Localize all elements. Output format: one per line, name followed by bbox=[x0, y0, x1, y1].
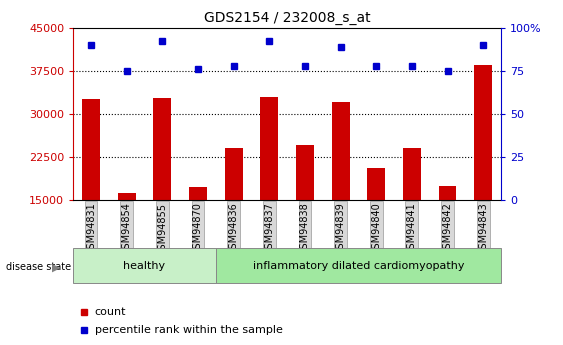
Text: count: count bbox=[95, 307, 126, 317]
Text: disease state: disease state bbox=[6, 263, 71, 272]
Bar bbox=[439, 186, 457, 286]
Text: GSM94836: GSM94836 bbox=[229, 203, 239, 255]
Bar bbox=[260, 97, 278, 286]
Text: GSM94840: GSM94840 bbox=[371, 203, 381, 255]
Text: healthy: healthy bbox=[123, 261, 166, 270]
Bar bbox=[296, 146, 314, 286]
Text: GSM94870: GSM94870 bbox=[193, 203, 203, 255]
Bar bbox=[118, 193, 136, 286]
Text: GSM94838: GSM94838 bbox=[300, 203, 310, 255]
Text: GSM94831: GSM94831 bbox=[86, 203, 96, 255]
Text: GSM94843: GSM94843 bbox=[478, 203, 488, 255]
Text: percentile rank within the sample: percentile rank within the sample bbox=[95, 325, 283, 335]
Bar bbox=[189, 187, 207, 286]
Bar bbox=[73, 248, 216, 283]
Title: GDS2154 / 232008_s_at: GDS2154 / 232008_s_at bbox=[204, 11, 370, 25]
Bar bbox=[153, 98, 171, 286]
Bar bbox=[403, 148, 421, 286]
Bar bbox=[367, 168, 385, 286]
Text: GSM94854: GSM94854 bbox=[122, 203, 132, 255]
Bar bbox=[225, 148, 243, 286]
Text: GSM94855: GSM94855 bbox=[157, 203, 167, 256]
Bar bbox=[82, 99, 100, 286]
Bar bbox=[216, 248, 501, 283]
Text: inflammatory dilated cardiomyopathy: inflammatory dilated cardiomyopathy bbox=[253, 261, 464, 270]
Text: GSM94841: GSM94841 bbox=[407, 203, 417, 255]
Text: ▶: ▶ bbox=[52, 263, 61, 272]
Text: GSM94837: GSM94837 bbox=[264, 203, 274, 255]
Bar bbox=[474, 65, 492, 286]
Text: GSM94839: GSM94839 bbox=[336, 203, 346, 255]
Text: GSM94842: GSM94842 bbox=[443, 203, 453, 255]
Bar bbox=[332, 102, 350, 286]
